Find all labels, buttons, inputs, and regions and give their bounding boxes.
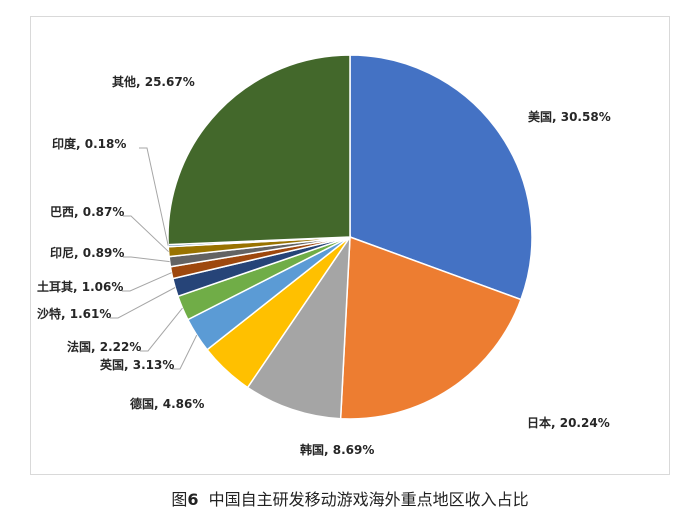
caption-text: 中国自主研发移动游戏海外重点地区收入占比: [208, 490, 529, 509]
pie-slice-美国: [349, 54, 533, 301]
slice-label-巴西: 巴西, 0.87%: [50, 205, 124, 219]
pie-slice-日本: [339, 235, 522, 420]
slice-label-其他: 其他, 25.67%: [112, 74, 195, 89]
slice-label-沙特: 沙特, 1.61%: [37, 306, 111, 321]
slice-label-英国: 英国, 3.13%: [100, 357, 174, 372]
chart-caption: 图6 中国自主研发移动游戏海外重点地区收入占比: [0, 486, 700, 510]
slice-label-印度: 印度, 0.18%: [52, 136, 126, 151]
slice-labels: 美国, 30.58% 日本, 20.24% 韩国, 8.69% 德国, 4.86% 英国…: [37, 74, 611, 457]
pie-slice-韩国: [246, 234, 351, 420]
leader-line-土耳其: [122, 272, 172, 292]
pie-slices: [167, 54, 533, 420]
slice-label-德国: 德国, 4.86%: [130, 396, 204, 411]
leader-line-英国: [172, 334, 198, 370]
pie-slice-其他: [167, 54, 351, 246]
caption-prefix: 图: [171, 490, 188, 509]
caption-number: 6: [187, 490, 199, 509]
leader-line-法国: [140, 307, 183, 352]
slice-label-韩国: 韩国, 8.69%: [300, 442, 374, 457]
slice-label-印尼: 印尼, 0.89%: [50, 246, 124, 260]
leader-line-沙特: [110, 287, 176, 319]
leader-lines: [110, 147, 198, 370]
leader-line-巴西: [123, 215, 169, 253]
pie-chart: 美国, 30.58% 日本, 20.24% 韩国, 8.69% 德国, 4.86% 英国…: [37, 54, 611, 457]
leader-line-印尼: [123, 256, 170, 263]
slice-label-法国: 法国, 2.22%: [67, 339, 141, 354]
slice-label-土耳其: 土耳其, 1.06%: [37, 279, 123, 294]
leader-line-印度: [139, 147, 169, 246]
slice-label-日本: 日本, 20.24%: [527, 415, 610, 430]
slice-label-美国: 美国, 30.58%: [528, 109, 611, 124]
